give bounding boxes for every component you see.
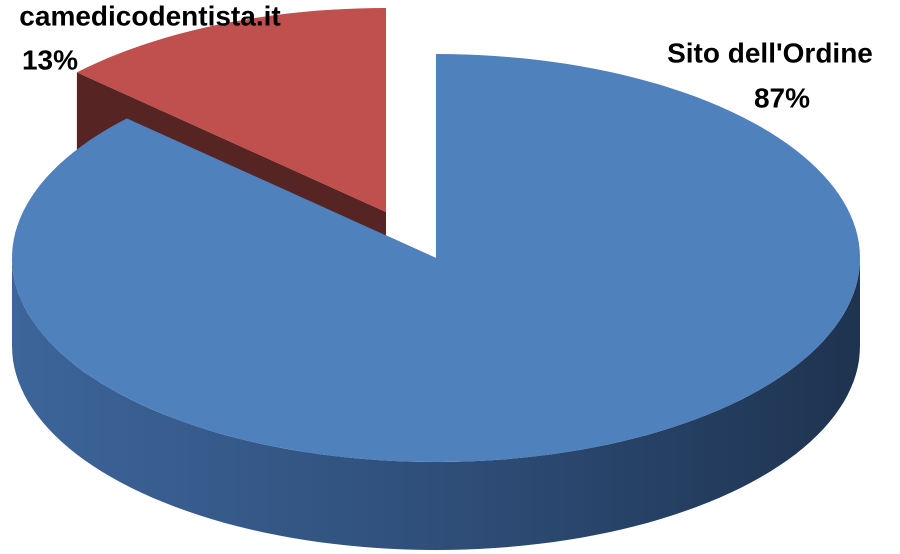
- slice-value-label: 13%: [22, 44, 78, 75]
- slice-label: Sito dell'Ordine: [667, 37, 873, 68]
- slice-value-label: 87%: [754, 82, 810, 113]
- slice: [76, 8, 387, 212]
- slice-side: [12, 258, 860, 550]
- slice-label: camedicodentista.it: [19, 0, 280, 31]
- slice: [12, 54, 860, 462]
